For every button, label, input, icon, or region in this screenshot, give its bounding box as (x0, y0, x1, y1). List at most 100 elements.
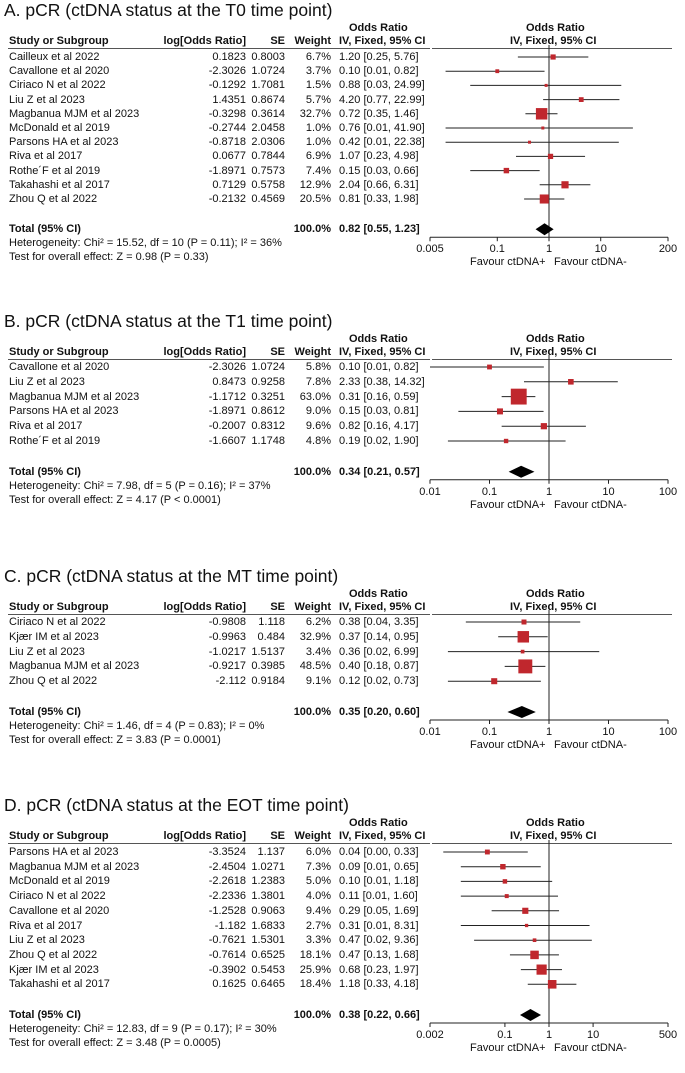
header-se: SE (270, 346, 285, 358)
table-row: Liu Z et al 2023 0.8473 0.9258 7.8% 2.33 [0.… (0, 376, 430, 388)
weight-value: 5.0% (305, 875, 331, 888)
se-value: 0.5453 (251, 963, 285, 976)
pooled-diamond (520, 1009, 542, 1021)
ci-value: 0.88 [0.03, 24.99] (339, 79, 425, 92)
study-name: Ciriaco N et al 2022 (9, 890, 106, 903)
point-estimate-square (491, 678, 498, 685)
se-value: 0.3251 (251, 390, 285, 403)
se-value: 1.118 (258, 616, 285, 628)
se-value: 1.5301 (251, 934, 285, 947)
study-name: McDonald et al 2019 (9, 122, 110, 134)
header-weight: Weight (294, 830, 331, 842)
x-tick-label: 0.1 (481, 485, 498, 498)
header-plot-top: Odds Ratio (526, 333, 585, 345)
point-estimate-square (524, 923, 529, 928)
ci-value: 0.42 [0.01, 22.38] (339, 136, 425, 149)
se-value: 1.2383 (251, 875, 285, 888)
x-tick-label: 1 (545, 485, 553, 498)
x-tick-label: 500 (658, 1029, 678, 1041)
header-log-or: log[Odds Ratio] (163, 830, 247, 842)
ci-value: 0.68 [0.23, 1.97] (339, 963, 419, 976)
study-mark (458, 408, 544, 415)
pooled-diamond (508, 465, 535, 478)
log-or-value: -1.182 (214, 919, 246, 932)
se-value: 1.5137 (251, 645, 285, 658)
study-name: Kjær IM et al 2023 (9, 963, 99, 976)
header-or-sub: IV, Fixed, 95% CI (339, 601, 426, 613)
x-tick-label: 0.1 (481, 726, 498, 738)
total-ci: 0.38 [0.22, 0.66] (339, 1009, 420, 1021)
header-weight: Weight (294, 601, 331, 613)
total-ci: 0.82 [0.55, 1.23] (339, 223, 420, 236)
total-weight: 100.0% (293, 1009, 331, 1021)
point-estimate-square (578, 97, 584, 102)
table-row: Cailleux et al 2022 0.1823 0.8003 6.7% 1.20 … (0, 51, 430, 63)
header-rule-plot (432, 843, 672, 844)
study-name: Cailleux et al 2022 (9, 51, 100, 63)
favour-right-label: Favour ctDNA- (554, 256, 627, 269)
study-mark (447, 649, 600, 654)
x-tick-label: 0.01 (419, 485, 441, 498)
point-estimate-square (496, 408, 503, 415)
se-value: 2.0306 (251, 136, 285, 149)
header-weight: Weight (294, 346, 331, 358)
x-tick-label: 1 (545, 1029, 553, 1041)
study-mark (517, 54, 589, 60)
study-mark (460, 879, 553, 884)
x-tick-label: 100 (658, 726, 678, 738)
log-or-value: -1.1712 (208, 390, 246, 403)
weight-value: 2.7% (305, 919, 331, 932)
study-name: Ciriaco N et al 2022 (9, 79, 106, 92)
x-tick-label: 100 (658, 485, 678, 498)
study-mark (460, 894, 558, 899)
header-log-or: log[Odds Ratio] (163, 35, 247, 47)
study-mark (501, 388, 536, 405)
se-value: 0.9258 (251, 375, 285, 388)
overall-effect-text: Test for overall effect: Z = 3.83 (P = 0… (9, 734, 221, 746)
study-name: Zhou Q et al 2022 (9, 193, 98, 205)
table-row: Magbanua MJM et al 2023 -2.4504 1.0271 7.3%… (0, 861, 430, 873)
point-estimate-square (503, 167, 510, 174)
se-value: 0.9184 (251, 675, 285, 688)
se-value: 0.8674 (251, 93, 285, 106)
study-mark (524, 194, 565, 204)
study-mark (460, 863, 541, 870)
log-or-value: -0.2132 (208, 193, 246, 205)
x-tick-label: 0.1 (489, 243, 505, 256)
ci-value: 1.07 [0.23, 4.98] (339, 150, 419, 163)
weight-value: 5.7% (305, 93, 331, 106)
se-value: 0.9063 (251, 904, 285, 917)
se-value: 0.6465 (251, 978, 285, 991)
weight-value: 9.6% (305, 420, 331, 433)
favour-left-label: Favour ctDNA+ (470, 498, 546, 511)
study-name: Liu Z et al 2023 (9, 93, 85, 106)
se-value: 1.0724 (251, 65, 285, 78)
log-or-value: -3.3524 (208, 846, 246, 858)
ci-value: 0.37 [0.14, 0.95] (339, 630, 419, 643)
weight-value: 6.7% (305, 51, 331, 63)
ci-value: 0.09 [0.01, 0.65] (339, 860, 419, 873)
header-plot-sub: IV, Fixed, 95% CI (510, 35, 597, 47)
weight-value: 18.1% (299, 948, 331, 961)
study-name: Zhou Q et al 2022 (9, 948, 98, 961)
weight-value: 63.0% (299, 390, 331, 403)
x-tick-label: 0.1 (497, 1029, 513, 1041)
header-study: Study or Subgroup (9, 830, 109, 842)
se-value: 0.5758 (251, 178, 285, 191)
study-name: Parsons HA et al 2023 (9, 405, 119, 418)
study-name: Magbanua MJM et al 2023 (9, 860, 140, 873)
log-or-value: -0.2744 (208, 122, 246, 134)
panel-title: A. pCR (ctDNA status at the T0 time poin… (4, 0, 333, 20)
study-mark (527, 980, 577, 989)
se-value: 0.7573 (251, 164, 285, 177)
header-or-sub: IV, Fixed, 95% CI (339, 35, 426, 47)
se-value: 0.6525 (251, 948, 285, 961)
point-estimate-square (530, 950, 539, 960)
forest-panel: D. pCR (ctDNA status at the EOT time poi… (0, 795, 685, 1054)
pooled-diamond (507, 706, 536, 718)
weight-value: 20.5% (299, 193, 331, 205)
table-row: Riva et al 2017 0.0677 0.7844 6.9% 1.07 [0.2… (0, 150, 430, 162)
table-row: Rothe´F et al 2019 -1.8971 0.7573 7.4% 0.15 … (0, 165, 430, 177)
x-tick-label: 10 (586, 1029, 600, 1041)
study-mark (445, 69, 545, 74)
